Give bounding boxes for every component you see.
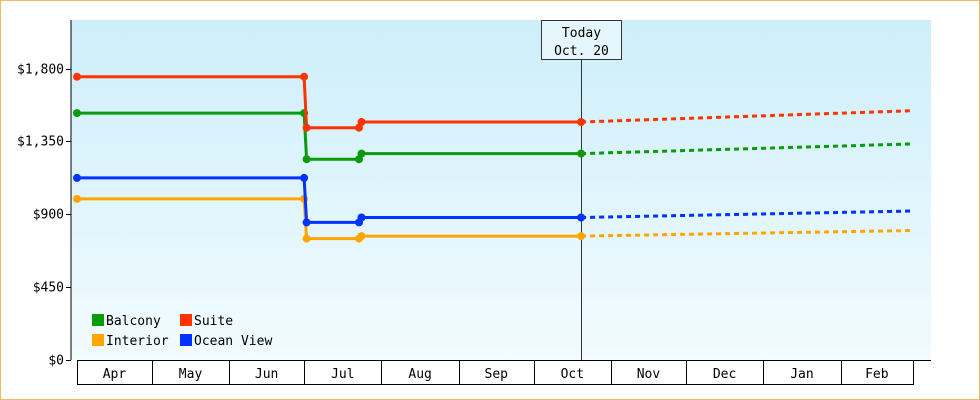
series-balcony [73, 109, 914, 164]
y-tick-label: $0 [48, 354, 64, 369]
legend-swatch [92, 314, 104, 326]
legend-item-interior: Interior [92, 334, 169, 349]
month-label: Oct [561, 367, 584, 382]
x-axis: Apr May Jun Jul Aug Sep Oct Nov Dec Jan Feb [77, 360, 931, 385]
month-label: Feb [865, 367, 889, 382]
series-ocean-view [73, 173, 914, 227]
series-suite [73, 72, 914, 132]
y-axis: $0 $450 $900 $1,350 $1,800 [17, 20, 72, 369]
data-point-ocean-view[interactable] [73, 173, 81, 182]
legend-item-balcony: Balcony [92, 314, 161, 329]
month-label: Jun [255, 367, 278, 382]
data-point-ocean-view[interactable] [577, 213, 586, 222]
legend-swatch [180, 334, 192, 346]
month-label: May [179, 367, 203, 382]
legend-label: Interior [106, 334, 169, 349]
legend: Balcony Suite Interior Ocean View [92, 314, 272, 349]
data-point-balcony[interactable] [577, 149, 586, 158]
data-point-suite[interactable] [302, 123, 311, 132]
forecast-line-suite [581, 109, 914, 124]
data-point-balcony[interactable] [302, 155, 311, 164]
legend-label: Balcony [106, 314, 161, 329]
month-label: Apr [103, 367, 127, 382]
series-line-interior [77, 197, 582, 241]
forecast-line-interior [581, 229, 914, 238]
series-interior [73, 194, 914, 243]
month-row [77, 360, 914, 385]
data-point-ocean-view[interactable] [302, 218, 311, 227]
month-label: Dec [713, 367, 736, 382]
y-tick-label: $900 [33, 208, 64, 223]
today-box [541, 20, 622, 60]
data-point-interior[interactable] [302, 234, 311, 243]
plot-area [71, 20, 931, 360]
y-tick-label: $1,350 [17, 135, 64, 150]
data-point-suite[interactable] [577, 118, 586, 126]
data-point-ocean-view[interactable] [357, 213, 366, 222]
legend-item-suite: Suite [180, 314, 233, 329]
legend-label: Suite [194, 314, 233, 329]
series-line-suite [77, 75, 582, 130]
data-point-suite[interactable] [300, 72, 309, 81]
month-label: Jan [790, 367, 813, 382]
data-point-balcony[interactable] [73, 109, 81, 118]
month-label: Nov [637, 367, 661, 382]
today-date: Oct. 20 [554, 44, 609, 59]
month-label: Jul [331, 367, 354, 382]
series-line-ocean-view [77, 176, 582, 224]
month-label: Sep [485, 367, 509, 382]
data-point-interior[interactable] [577, 232, 586, 241]
legend-swatch [180, 314, 192, 326]
legend-label: Ocean View [194, 334, 272, 349]
y-tick-label: $450 [33, 281, 64, 296]
legend-item-ocean-view: Ocean View [180, 334, 272, 349]
data-point-interior[interactable] [357, 232, 366, 241]
today-label: Today [562, 26, 601, 41]
y-tick-label: $1,800 [17, 63, 64, 78]
data-point-suite[interactable] [357, 118, 366, 126]
series-line-balcony [77, 111, 582, 161]
data-point-interior[interactable] [73, 194, 81, 203]
today-marker: Today Oct. 20 [541, 20, 622, 360]
data-point-ocean-view[interactable] [300, 173, 309, 182]
month-label: Aug [408, 367, 431, 382]
forecast-line-balcony [581, 142, 914, 156]
forecast-line-ocean-view [581, 209, 914, 219]
data-point-balcony[interactable] [357, 149, 366, 158]
data-point-suite[interactable] [73, 72, 81, 81]
series-layer [73, 72, 914, 243]
legend-swatch [92, 334, 104, 346]
